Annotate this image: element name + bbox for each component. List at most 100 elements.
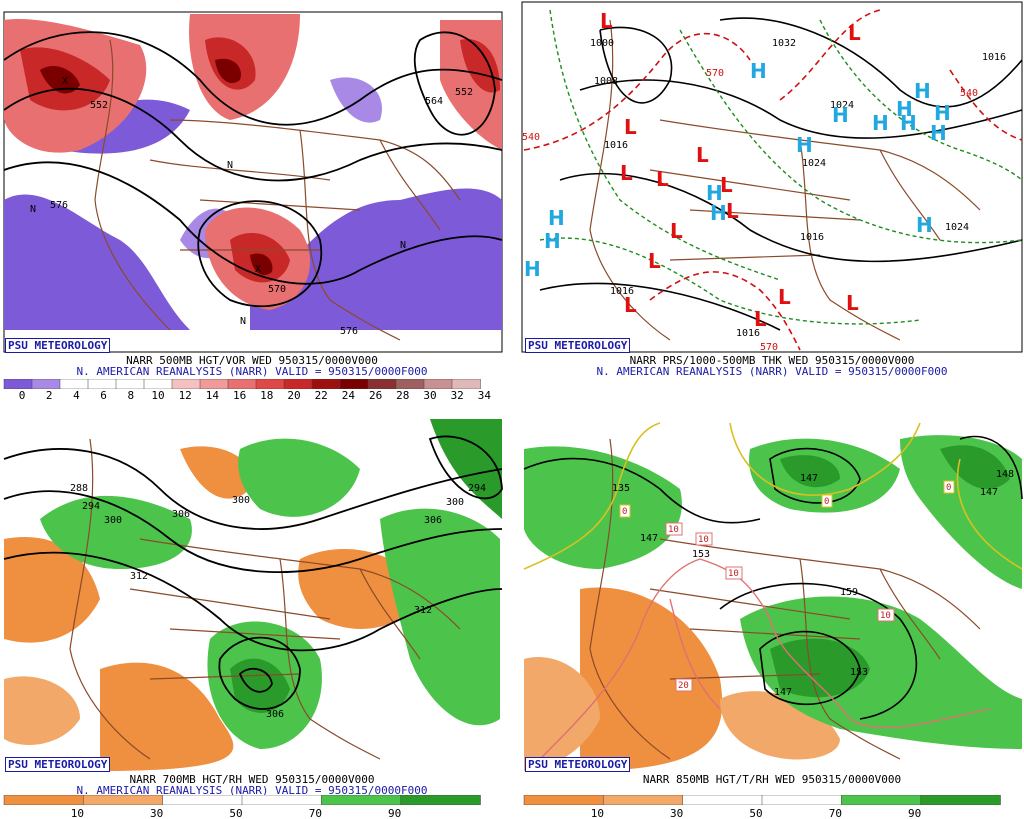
colorbar-tick-label: 32	[450, 389, 464, 400]
low-pressure-marker: L	[624, 115, 637, 139]
low-pressure-marker: L	[846, 291, 859, 315]
thickness-label: 570	[706, 68, 724, 79]
vorticity-colorbar	[3, 379, 481, 389]
contour-label: 576	[340, 326, 358, 337]
temp-label-box: 10	[695, 532, 713, 546]
colorbar-tick-label: 10	[590, 807, 604, 819]
colorbar-tick-label: 24	[341, 389, 356, 400]
colorbar-tick-label: 90	[908, 807, 922, 819]
low-pressure-marker: L	[696, 143, 709, 167]
temp-label-box: 0	[821, 494, 833, 508]
map-caption: NARR PRS/1000-500MB THK WED 950315/0000V…	[629, 354, 915, 367]
low-pressure-marker: L	[600, 9, 613, 33]
vort-max-label: X	[62, 76, 68, 87]
temp-label-box: 10	[877, 608, 895, 622]
temp-label: 0	[824, 497, 829, 507]
high-pressure-marker: H	[900, 111, 917, 135]
colorbar-tick-label: 14	[205, 389, 220, 400]
high-pressure-marker: H	[832, 103, 849, 127]
panel-850mb-t-rh: 135 147 153 147 159 153 147 147 148 0 0 …	[520, 419, 1024, 819]
contour-label: 294	[468, 483, 486, 494]
thickness-label: 540	[522, 132, 540, 143]
contour-label: 288	[70, 483, 88, 494]
high-pressure-marker: H	[916, 213, 933, 237]
colorbar-tick-label: 18	[260, 389, 274, 400]
colorbar-swatch	[115, 379, 145, 389]
low-pressure-marker: L	[726, 199, 739, 223]
colorbar-swatch	[920, 795, 1001, 805]
contour-label: 300	[232, 495, 250, 506]
map-caption: NARR 850MB HGT/T/RH WED 950315/0000V000	[642, 773, 902, 786]
contour-label: 300	[104, 515, 122, 526]
colorbar-swatch	[523, 795, 605, 805]
high-pressure-marker: H	[796, 133, 813, 157]
vort-min-label: N	[227, 160, 233, 171]
pressure-map: 1000 1008 1016 1032 1024 1024 1016 1016 …	[520, 0, 1024, 354]
map-subcaption: N. AMERICAN REANALYSIS (NARR) VALID = 95…	[76, 784, 428, 797]
high-pressure-marker: H	[914, 79, 931, 103]
colorbar-swatch	[162, 795, 243, 805]
high-pressure-marker: H	[706, 181, 723, 205]
map-subcaption: N. AMERICAN REANALYSIS (NARR) VALID = 95…	[596, 365, 948, 378]
contour-label: 147	[640, 533, 658, 544]
temp-label: 20	[678, 681, 689, 691]
isobar-label: 1008	[594, 76, 618, 87]
isobar-label: 1016	[610, 286, 634, 297]
contour-label: 147	[774, 687, 792, 698]
colorbar-tick-label: 0	[18, 389, 26, 400]
colorbar-tick-label: 6	[100, 389, 107, 400]
colorbar-swatch	[241, 795, 323, 805]
colorbar-tick-label: 70	[828, 807, 842, 819]
colorbar-swatch	[255, 379, 285, 389]
colorbar-tick-label: 34	[477, 389, 492, 400]
colorbar-swatch	[171, 379, 201, 389]
contour-label: 294	[82, 501, 100, 512]
isobar-label: 1016	[604, 140, 628, 151]
high-pressure-marker: H	[896, 97, 913, 121]
colorbar-swatch	[3, 795, 85, 805]
high-pressure-marker: H	[710, 201, 727, 225]
colorbar-tick-label: 28	[396, 389, 410, 400]
thickness-label: 540	[960, 88, 978, 99]
vorticity-map: 552 552 564 570 576 576 N N N N X X	[0, 0, 504, 354]
high-pressure-marker: H	[548, 206, 565, 230]
colorbar-swatch	[761, 795, 843, 805]
rh-colorbar	[3, 795, 481, 805]
vort-min-label: N	[240, 316, 246, 327]
colorbar-tick-label: 22	[314, 389, 328, 400]
colorbar-tick-label: 70	[308, 807, 322, 819]
colorbar-ticks: 10 30 50 70 90	[524, 807, 1004, 819]
colorbar-swatch	[367, 379, 397, 389]
colorbar-swatch	[423, 379, 453, 389]
thickness-label: 570	[760, 342, 778, 353]
colorbar-swatch	[87, 379, 117, 389]
colorbar-swatch	[227, 379, 257, 389]
colorbar-swatch	[400, 795, 481, 805]
psu-meteorology-badge: PSU METEOROLOGY	[525, 338, 631, 353]
temp-label: 0	[622, 507, 627, 517]
contour-label: 570	[268, 284, 286, 295]
temp-label: 10	[668, 525, 679, 535]
colorbar-tick-label: 50	[229, 807, 243, 819]
colorbar-swatch	[31, 379, 61, 389]
low-pressure-marker: L	[720, 173, 733, 197]
vort-max-label: X	[255, 264, 261, 275]
colorbar-swatch	[83, 795, 164, 805]
rh-850-map: 135 147 153 147 159 153 147 147 148 0 0 …	[520, 419, 1024, 773]
colorbar-swatch	[311, 379, 341, 389]
colorbar-swatch	[395, 379, 425, 389]
colorbar-tick-label: 12	[178, 389, 192, 400]
colorbar-tick-label: 10	[151, 389, 165, 400]
colorbar-swatch	[143, 379, 173, 389]
low-pressure-marker: L	[648, 249, 661, 273]
colorbar-swatch	[199, 379, 229, 389]
isobar-label: 1000	[590, 38, 614, 49]
colorbar-swatch	[321, 795, 402, 805]
colorbar-swatch	[283, 379, 313, 389]
psu-meteorology-badge: PSU METEOROLOGY	[5, 338, 111, 353]
map-subcaption: N. AMERICAN REANALYSIS (NARR) VALID = 95…	[76, 365, 428, 378]
contour-label: 148	[996, 469, 1014, 480]
low-pressure-marker: L	[670, 219, 683, 243]
contour-label: 306	[424, 515, 442, 526]
colorbar-tick-label: 90	[388, 807, 402, 819]
